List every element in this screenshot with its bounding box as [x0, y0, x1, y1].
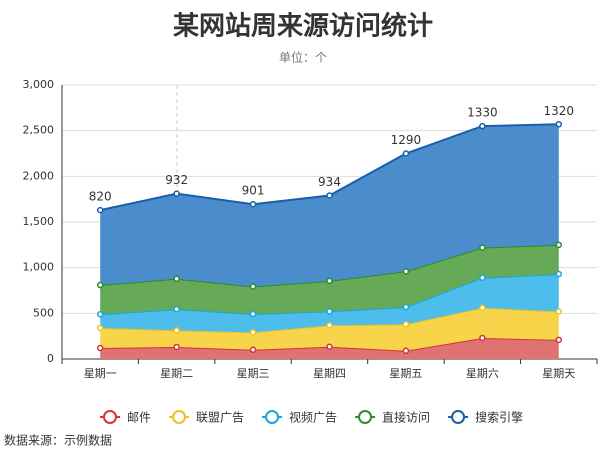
area [100, 274, 559, 333]
point [326, 322, 333, 329]
source-note: 数据来源：示例数据 [4, 433, 112, 448]
y-tick-label: 3,000 [23, 78, 55, 91]
point [249, 310, 257, 318]
x-tick-label: 星期天 [542, 367, 575, 380]
point [96, 324, 104, 332]
data-label: 1290 [391, 133, 422, 147]
point [326, 192, 333, 199]
x-tick-label: 星期二 [160, 367, 193, 380]
point [402, 150, 410, 157]
point [555, 121, 563, 128]
legend-marker [172, 410, 187, 424]
point [173, 275, 180, 283]
legend-label: 邮件 [127, 411, 151, 425]
point [96, 344, 104, 352]
data-label: 901 [242, 184, 265, 198]
point [249, 346, 257, 354]
point [96, 206, 104, 214]
x-tick-label: 星期三 [237, 367, 270, 380]
point [249, 200, 257, 208]
point [96, 281, 104, 289]
legend-label: 联盟广告 [196, 411, 244, 425]
y-tick-label: 1,500 [23, 215, 55, 228]
point [326, 277, 333, 285]
point [96, 310, 104, 318]
point [402, 303, 410, 311]
point [479, 244, 486, 251]
data-label: 934 [318, 175, 341, 189]
legend-marker [358, 410, 373, 424]
point [555, 308, 563, 315]
point [479, 274, 486, 281]
y-tick-label: 1,000 [23, 261, 55, 274]
data-label: 1330 [467, 106, 498, 120]
x-tick-label: 星期五 [389, 367, 422, 380]
point [479, 122, 486, 130]
legend-label: 直接访问 [382, 410, 430, 425]
data-label: 1320 [544, 104, 575, 118]
point [249, 283, 257, 290]
area [100, 124, 559, 287]
x-tick-label: 星期一 [84, 367, 117, 380]
point [402, 268, 410, 275]
data-label: 820 [89, 190, 112, 204]
chart-title: 某网站周来源访问统计 [173, 11, 433, 42]
legend-label: 视频广告 [289, 410, 337, 425]
y-tick-label: 0 [47, 352, 54, 365]
point [249, 329, 257, 336]
area [100, 244, 559, 315]
point [555, 270, 563, 278]
data-label: 932 [165, 173, 188, 187]
point [326, 343, 333, 351]
point [173, 343, 180, 351]
legend-marker [451, 410, 466, 424]
legend-label: 搜索引擎 [475, 410, 523, 425]
point [555, 336, 563, 344]
point [479, 334, 486, 342]
point [479, 304, 486, 312]
point [555, 241, 563, 249]
y-tick-label: 2,500 [23, 124, 55, 137]
legend-marker [103, 410, 117, 424]
point [402, 347, 410, 355]
y-tick-label: 500 [33, 306, 54, 319]
point [173, 190, 180, 197]
area [100, 307, 559, 351]
point [326, 308, 333, 315]
x-tick-label: 星期六 [466, 367, 499, 380]
x-tick-label: 星期四 [313, 367, 346, 380]
y-tick-label: 2,000 [23, 169, 55, 182]
chart-subtitle: 单位：个 [279, 50, 327, 65]
point [173, 327, 180, 334]
point [402, 321, 410, 328]
point [173, 305, 180, 313]
legend-marker [265, 410, 280, 424]
